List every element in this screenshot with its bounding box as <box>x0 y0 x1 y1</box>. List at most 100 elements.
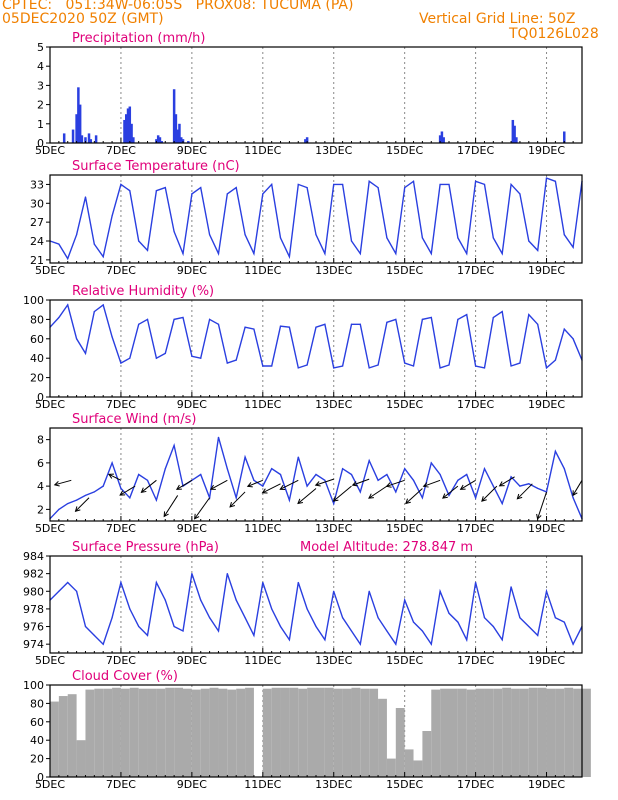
cloud-bar <box>519 688 529 777</box>
cloud-bar <box>129 687 139 777</box>
data-point <box>288 326 290 328</box>
data-point <box>572 497 574 499</box>
cloud-bar <box>511 688 520 777</box>
data-point <box>93 491 95 493</box>
data-point <box>492 485 494 487</box>
data-point <box>146 479 149 481</box>
data-point <box>537 487 539 490</box>
panel-title: Relative Humidity (%) <box>72 284 214 299</box>
data-point <box>315 625 317 628</box>
wind-vector-head <box>229 501 236 508</box>
data-point <box>200 357 202 359</box>
x-tick-label: 13DEC <box>315 144 352 157</box>
data-point <box>519 485 521 487</box>
wind-vector-head <box>119 490 126 496</box>
data-point <box>271 365 273 367</box>
x-tick-label: 15DEC <box>386 264 423 277</box>
cloud-bar <box>537 687 547 777</box>
cloud-bar <box>209 687 219 777</box>
cloud-bar <box>174 687 183 777</box>
data-point <box>545 177 548 179</box>
wind-vector-head <box>572 490 578 497</box>
data-point <box>333 590 335 592</box>
panel-6: 0 20 40 60 80 100 5DEC 7DEC 9DEC 11DEC 13DEC 15DEC 1… <box>23 669 591 791</box>
data-point <box>563 328 565 330</box>
data-point <box>377 186 379 189</box>
cloud-bar <box>58 696 68 777</box>
data-point <box>129 608 131 610</box>
data-point <box>102 643 104 645</box>
cloud-bar <box>449 688 458 777</box>
data-point <box>439 473 441 476</box>
data-point <box>563 468 565 470</box>
data-point <box>297 183 299 186</box>
y-tick-label: 2 <box>37 503 44 516</box>
wind-vector-head <box>498 481 505 487</box>
data-point <box>386 473 388 476</box>
data-point <box>448 364 450 366</box>
wind-vector-head <box>163 511 169 518</box>
y-tick-label: 0 <box>37 391 44 404</box>
cloud-bar <box>316 687 325 777</box>
cloud-bar <box>236 688 246 777</box>
data-point <box>395 252 397 255</box>
data-point <box>120 362 122 364</box>
data-point <box>572 246 574 248</box>
wind-vector-head <box>385 482 392 488</box>
y-tick-label: 27 <box>30 216 44 229</box>
wind-vector <box>119 485 136 496</box>
data-point <box>76 590 78 592</box>
data-point <box>359 323 361 325</box>
cloud-bar <box>227 689 237 777</box>
x-tick-label: 19DEC <box>528 398 565 411</box>
wind-vector <box>333 485 352 502</box>
cloud-bar <box>183 688 192 777</box>
y-tick-label: 984 <box>23 550 44 563</box>
data-point <box>155 357 157 359</box>
data-point <box>483 617 486 619</box>
cloud-bar <box>342 688 352 777</box>
data-point <box>342 617 344 619</box>
wind-vector <box>572 480 583 496</box>
wind-vector-head <box>279 484 286 490</box>
data-point <box>164 599 166 601</box>
data-point <box>182 630 184 632</box>
precip-bar <box>160 141 163 143</box>
data-point <box>412 479 415 481</box>
x-tick-label: 15DEC <box>386 398 423 411</box>
data-point <box>501 639 503 641</box>
data-point <box>395 318 397 320</box>
header-date-line: 05DEC2020 50Z (GMT) <box>2 11 164 27</box>
x-tick-label: 19DEC <box>528 654 565 667</box>
data-point <box>563 234 565 236</box>
data-point <box>554 180 557 182</box>
data-point <box>492 237 494 239</box>
data-point <box>368 590 370 592</box>
x-tick-label: 13DEC <box>315 398 352 411</box>
data-point <box>67 258 69 260</box>
data-point <box>138 323 140 325</box>
precip-bar <box>128 106 132 143</box>
data-point <box>492 625 494 628</box>
wind-vector-head <box>314 481 321 487</box>
data-point <box>173 318 175 320</box>
data-point <box>457 318 459 320</box>
data-point <box>235 359 237 361</box>
x-tick-label: 17DEC <box>457 144 494 157</box>
y-tick-label: 980 <box>23 585 44 598</box>
data-point <box>164 186 166 189</box>
data-point <box>84 494 87 497</box>
wind-vector <box>499 476 515 487</box>
y-tick-label: 2 <box>37 99 44 112</box>
y-tick-label: 982 <box>23 568 44 581</box>
data-point <box>457 237 459 239</box>
x-tick-label: 9DEC <box>177 654 207 667</box>
wind-vector-head <box>140 487 147 493</box>
y-tick-label: 21 <box>30 254 44 267</box>
cloud-bar <box>103 688 113 777</box>
data-point <box>412 180 415 182</box>
data-point <box>76 499 78 501</box>
precip-bar <box>511 119 515 143</box>
data-point <box>76 234 78 236</box>
data-point <box>342 183 344 186</box>
